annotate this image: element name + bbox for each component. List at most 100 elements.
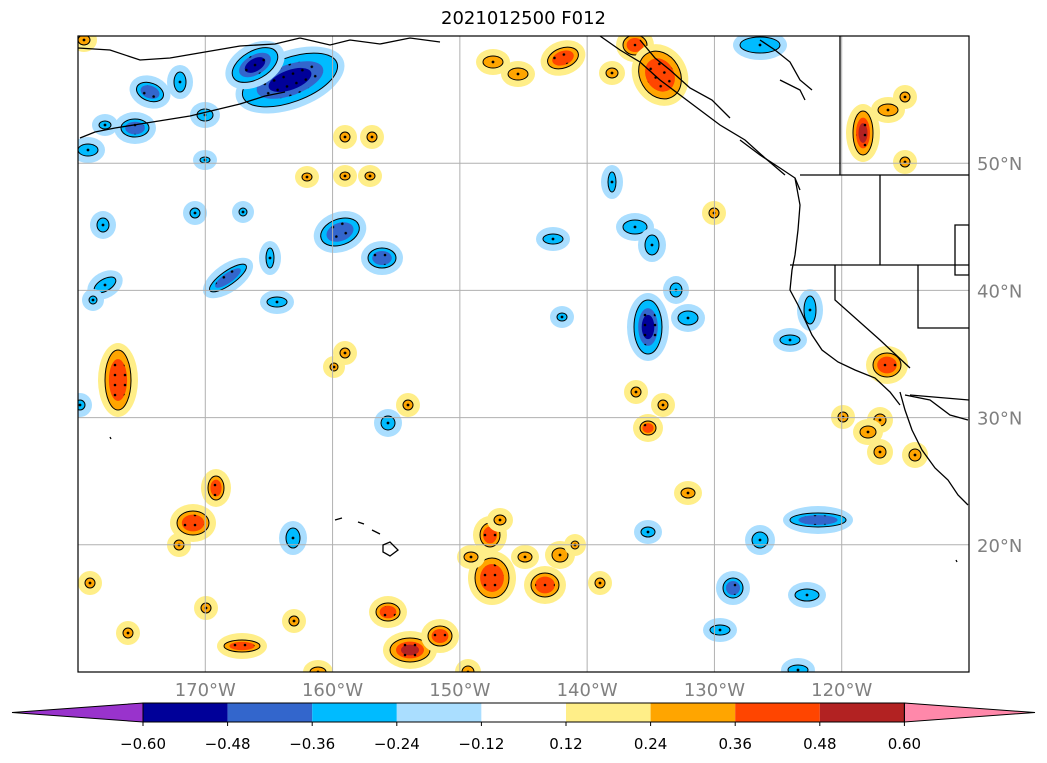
positive-anomaly-region [674,481,702,505]
positive-anomaly-region [323,356,345,378]
negative-anomaly-region [259,241,281,275]
positive-anomaly-region [633,414,663,442]
negative-anomaly-region [638,228,666,262]
coastline-segment [599,36,786,176]
negative-anomaly-region [733,36,787,60]
negative-anomaly-region [627,293,669,361]
positive-anomaly-region [360,125,384,149]
colorbar-segment [819,703,905,722]
positive-anomaly-region [651,393,675,417]
coastline-segment [78,37,301,61]
positive-anomaly-region [487,508,513,532]
negative-anomaly-region [601,165,623,199]
coastline-segment [917,265,969,329]
positive-anomaly-region [282,609,306,633]
coastline-segment [789,177,901,406]
colorbar-tick-label: −0.60 [120,735,166,753]
coastline-segment [904,394,969,421]
negative-anomaly-region [129,75,171,109]
coastline-segment [739,139,801,191]
negative-anomaly-region [90,211,116,239]
positive-anomaly-region [511,545,539,569]
negative-anomaly-region [92,114,118,136]
lon-label: 130°W [684,680,745,701]
lat-label: 50°N [977,154,1022,175]
negative-anomaly-region [78,393,92,417]
negative-anomaly-region [82,289,104,311]
positive-anomaly-region [421,619,459,653]
positive-anomaly-region [295,166,319,188]
lon-label: 170°W [175,680,236,701]
positive-anomaly-region [396,393,420,417]
colorbar-segment [312,703,397,722]
colorbar-tick-label: 0.12 [549,735,582,753]
coastline-segment [109,436,958,563]
map-title: 2021012500 F012 [441,8,606,29]
positive-anomaly-region [116,621,140,645]
positive-anomaly-region [476,49,510,75]
negative-anomaly-region [374,409,402,437]
lon-label: 140°W [557,680,618,701]
anomaly-contours [78,36,928,672]
positive-anomaly-region [893,85,917,109]
positive-anomaly-region [866,346,908,384]
positive-anomaly-region [524,566,566,604]
colorbar-tick-label: 0.60 [888,735,921,753]
colorbar-tick-label: −0.24 [374,735,420,753]
colorbar-segment [227,703,313,722]
negative-anomaly-region [361,241,403,275]
negative-anomaly-region [183,201,207,225]
negative-anomaly-region [260,290,294,314]
negative-anomaly-region [114,112,156,144]
positive-anomaly-region [588,571,612,595]
coastline-segment [909,394,969,401]
negative-anomaly-region [225,40,285,90]
positive-anomaly-region [853,419,883,445]
positive-anomaly-region [98,343,138,417]
positive-anomaly-region [333,125,357,149]
colorbar-tick-label: −0.48 [205,735,251,753]
lon-label: 120°W [811,680,872,701]
coastline-segment [759,39,813,101]
colorbar-tick-label: 0.36 [718,735,751,753]
positive-anomaly-region [201,469,231,507]
coastline-segment [834,265,911,369]
coastline-segment [639,39,731,119]
negative-anomaly-region [745,525,775,555]
negative-anomaly-region [550,306,574,328]
lat-label: 30°N [977,409,1022,430]
positive-anomaly-region [501,61,535,87]
positive-anomaly-region [217,633,267,659]
map-frame [77,35,970,673]
negative-anomaly-region [536,227,570,251]
positive-anomaly-region [893,150,917,174]
colorbar-segment [650,703,736,722]
colorbar-tick-label: 0.48 [803,735,836,753]
positive-anomaly-region [303,660,333,672]
positive-anomaly-region [624,380,648,404]
positive-anomaly-region [540,40,586,76]
colorbar-tick-label: −0.12 [458,735,504,753]
lon-label: 160°W [302,680,363,701]
negative-anomaly-region [716,571,750,605]
colorbar-tick-label: 0.24 [634,735,667,753]
colorbar-segment [481,703,566,722]
colorbar-segment [396,703,482,722]
negative-anomaly-region [78,137,105,163]
colorbar: −0.60 −0.48 −0.36 −0.24 −0.12 0.12 0.24 0.36 0.4… [11,702,1036,753]
colorbar-extend-high [903,702,1036,723]
positive-anomaly-region [902,442,928,468]
coastlines [78,36,969,563]
negative-anomaly-region [773,328,807,352]
gridlines [78,36,969,672]
colorbar-tick-label: −0.36 [289,735,335,753]
map-plot-area [78,36,969,672]
lat-label: 40°N [977,281,1022,302]
negative-anomaly-region [797,289,823,331]
positive-anomaly-region [194,596,218,620]
lat-label: 20°N [977,536,1022,557]
negative-anomaly-region [232,201,254,223]
negative-anomaly-region [313,211,367,253]
coastline-segment [954,224,969,276]
